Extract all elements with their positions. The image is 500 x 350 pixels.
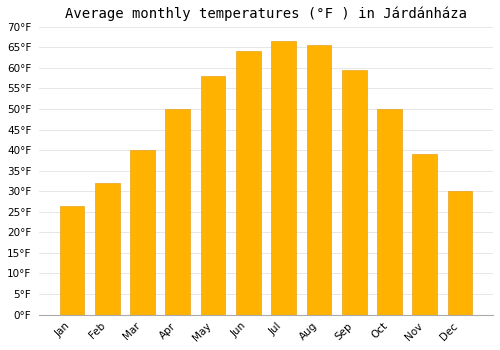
Bar [412,154,437,315]
Bar [272,41,296,315]
Title: Average monthly temperatures (°F ) in Járdánháza: Average monthly temperatures (°F ) in Já… [65,7,467,21]
Bar [342,70,366,315]
Bar [448,191,472,315]
Bar [60,206,84,315]
Bar [236,51,260,315]
Bar [130,150,155,315]
Bar [200,76,226,315]
Bar [306,45,332,315]
Bar [377,109,402,315]
Bar [166,109,190,315]
Bar [95,183,120,315]
